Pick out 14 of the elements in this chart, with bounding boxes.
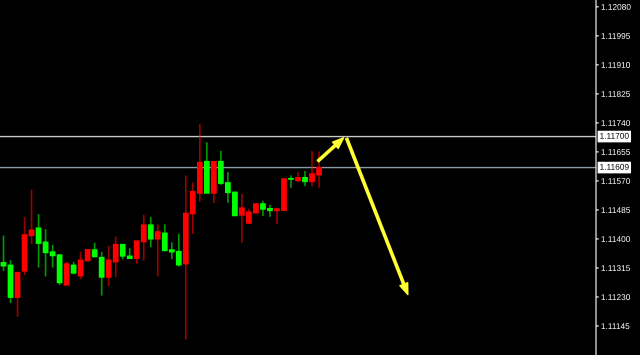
y-tick-label: 1.11230 <box>601 294 630 300</box>
y-tick-label: 1.11655 <box>601 149 630 155</box>
ref-line-label: 1.11609 <box>600 164 629 170</box>
y-tick-label: 1.11400 <box>601 236 630 242</box>
ref-line-label: 1.11700 <box>600 132 629 139</box>
y-tick-label: 1.11485 <box>601 207 630 214</box>
y-tick-label: 1.11995 <box>601 33 630 39</box>
y-tick-label: 1.11315 <box>601 265 630 272</box>
y-tick-label: 1.12080 <box>601 4 631 10</box>
y-tick-label: 1.11825 <box>601 91 630 97</box>
y-tick-label: 1.11145 <box>601 323 630 330</box>
y-tick-label: 1.11740 <box>601 120 630 126</box>
y-tick-label: 1.11910 <box>601 62 630 68</box>
y-tick-label: 1.11570 <box>601 178 630 184</box>
